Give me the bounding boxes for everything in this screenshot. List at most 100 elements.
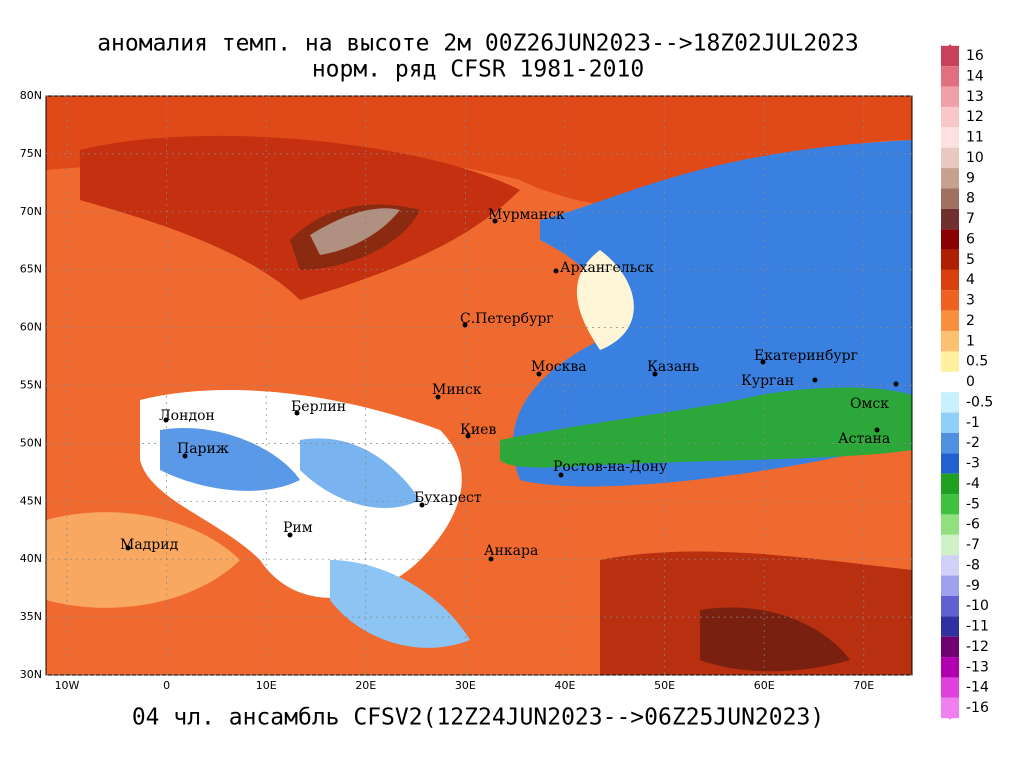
colorbar-box — [941, 269, 959, 291]
lat-label: 35N — [20, 610, 42, 623]
colorbar-box — [941, 677, 959, 698]
lon-label: 50E — [654, 679, 675, 692]
colorbar-box — [941, 412, 959, 433]
colorbar-label: -11 — [966, 619, 989, 635]
city-label: Астана — [838, 431, 890, 447]
colorbar-label: -3 — [966, 456, 980, 472]
lon-label: 30E — [455, 679, 476, 692]
city-dot — [760, 359, 766, 365]
colorbar-label: -7 — [966, 537, 980, 553]
city-dot — [182, 453, 188, 459]
lon-label: 70E — [853, 679, 874, 692]
colorbar-box — [941, 657, 959, 678]
colorbar-label: -5 — [966, 496, 980, 512]
colorbar-label: 0 — [966, 374, 975, 390]
city-dot — [287, 532, 293, 538]
city-label: С.Петербург — [460, 311, 554, 327]
colorbar-box — [941, 168, 959, 189]
city-label: Мадрид — [120, 537, 179, 553]
colorbar-label: -13 — [966, 659, 989, 675]
colorbar-box — [941, 188, 959, 209]
colorbar-label: -14 — [966, 680, 989, 696]
city-label: Лондон — [159, 408, 215, 424]
colorbar-box — [941, 371, 959, 393]
city-label: Казань — [647, 359, 699, 375]
colorbar-box — [941, 310, 959, 332]
colorbar-label: -12 — [966, 639, 989, 655]
colorbar-box — [941, 86, 959, 107]
city-label: Анкара — [484, 543, 538, 559]
colorbar-label: -0.5 — [966, 394, 993, 410]
colorbar-box — [941, 514, 959, 535]
city-dot — [492, 218, 498, 224]
colorbar-box — [941, 351, 959, 372]
colorbar-box — [941, 575, 959, 596]
colorbar-label: 1 — [966, 333, 975, 349]
colorbar-label: 13 — [966, 89, 984, 105]
city-label: Рим — [283, 520, 313, 536]
colorbar-label: 10 — [966, 150, 984, 166]
footer: 04 чл. ансамбль CFSV2(12Z24JUN2023-->06Z… — [132, 705, 824, 731]
city-dot — [294, 410, 300, 416]
colorbar-box — [941, 331, 959, 352]
city-dot — [462, 322, 468, 328]
city-dot — [812, 377, 818, 383]
colorbar-box — [941, 595, 959, 617]
colorbar-box — [941, 555, 959, 576]
colorbar-label: -16 — [966, 700, 989, 716]
colorbar-box — [941, 432, 959, 454]
lon-label: 10E — [256, 679, 277, 692]
colorbar-label: 3 — [966, 293, 975, 309]
city-dot — [419, 502, 425, 508]
city-label: Москва — [531, 359, 587, 375]
title: аномалия темп. на высоте 2м 00Z26JUN2023… — [97, 31, 859, 57]
city-label: Берлин — [291, 399, 346, 415]
colorbar-label: 4 — [966, 272, 975, 288]
lon-label: 0 — [163, 679, 170, 692]
colorbar-box — [941, 106, 959, 128]
city-dot — [163, 417, 169, 423]
lat-label: 30N — [20, 668, 42, 681]
colorbar-box — [941, 127, 959, 148]
colorbar-label: 9 — [966, 170, 975, 186]
city-dot — [893, 381, 899, 387]
colorbar-label: 11 — [966, 130, 984, 146]
city-dot — [488, 556, 494, 562]
colorbar-box — [941, 392, 959, 413]
city-dot — [558, 472, 564, 478]
city-label: Омск — [850, 396, 889, 412]
lon-label: 40E — [555, 679, 576, 692]
city-label: Курган — [741, 373, 794, 389]
lat-label: 60N — [20, 321, 42, 334]
city-label: Архангельск — [560, 260, 654, 276]
colorbar-box — [941, 208, 959, 230]
colorbar-box — [941, 534, 959, 556]
lat-label: 80N — [20, 89, 42, 102]
colorbar-label: 6 — [966, 231, 975, 247]
colorbar-label: -9 — [966, 578, 980, 594]
lat-label: 65N — [20, 263, 42, 276]
colorbar-box — [941, 616, 959, 637]
colorbar-box — [941, 453, 959, 474]
colorbar-box — [941, 249, 959, 270]
city-dot — [435, 394, 441, 400]
colorbar-label: -8 — [966, 557, 980, 573]
city-dot — [652, 371, 658, 377]
lat-label: 55N — [20, 379, 42, 392]
colorbar-label: 5 — [966, 252, 975, 268]
lat-label: 75N — [20, 147, 42, 160]
lon-label: 10W — [55, 679, 80, 692]
lat-label: 40N — [20, 552, 42, 565]
city-label: Ростов-на-Дону — [553, 459, 668, 475]
lat-label: 45N — [20, 494, 42, 507]
colorbar-box — [941, 147, 959, 169]
colorbar-box — [941, 636, 959, 658]
colorbar-label: 12 — [966, 109, 984, 125]
city-dot — [465, 433, 471, 439]
colorbar-label: 2 — [966, 313, 975, 329]
lon-label: 20E — [355, 679, 376, 692]
city-label: Париж — [177, 441, 229, 457]
city-dot — [125, 545, 131, 551]
colorbar-label: 14 — [966, 68, 984, 84]
